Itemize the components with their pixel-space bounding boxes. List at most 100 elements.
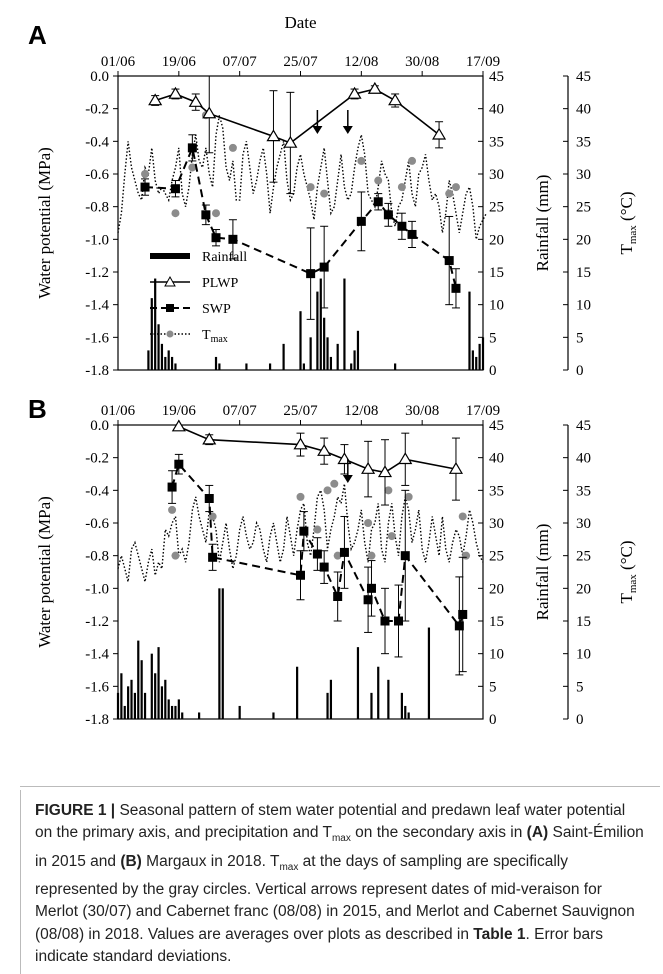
y-tick-label: -1.8 bbox=[85, 712, 109, 728]
rainfall-bar bbox=[140, 660, 143, 719]
rainfall-bar bbox=[177, 699, 180, 719]
swp-point bbox=[444, 256, 454, 266]
y3-tick-label: 40 bbox=[576, 451, 591, 467]
y-tick-label: -1.0 bbox=[85, 581, 109, 597]
rainfall-bar bbox=[326, 337, 329, 370]
legend-rainfall-label: Rainfall bbox=[202, 250, 247, 265]
swp-point bbox=[383, 210, 393, 220]
panel-letter: B bbox=[28, 394, 47, 424]
y-tick-label: -0.6 bbox=[85, 167, 109, 183]
swp-point bbox=[400, 551, 410, 561]
rainfall-bar bbox=[468, 291, 471, 370]
y2-tick-label: 0 bbox=[489, 363, 497, 379]
rainfall-bar bbox=[147, 350, 150, 370]
tmax-axis-label: Tmax (°C) bbox=[617, 540, 639, 603]
plwp-point bbox=[266, 129, 281, 142]
plwp-point bbox=[202, 106, 217, 119]
rainfall-bar bbox=[130, 679, 133, 719]
plwp-point bbox=[188, 94, 203, 107]
legend-rainfall-swatch bbox=[150, 253, 190, 259]
legend-swp-label: SWP bbox=[202, 302, 231, 317]
y-tick-label: -1.4 bbox=[85, 298, 109, 314]
rainfall-bar bbox=[160, 343, 164, 370]
caption-segment: (A) bbox=[526, 824, 549, 842]
plwp-line bbox=[154, 88, 440, 144]
x-tick-label: 12/08 bbox=[344, 54, 378, 70]
rainfall-bar bbox=[404, 705, 407, 719]
legend-plwp-marker bbox=[164, 275, 176, 287]
swp-point bbox=[363, 595, 373, 605]
rainfall-bar bbox=[268, 363, 272, 370]
caption-separator bbox=[20, 786, 660, 787]
y2-tick-label: 30 bbox=[489, 167, 504, 183]
plwp-point bbox=[202, 432, 217, 445]
rainfall-bar bbox=[316, 291, 319, 370]
rainfall-bar bbox=[387, 679, 390, 719]
y2-tick-label: 5 bbox=[489, 679, 497, 695]
tmax-point bbox=[296, 492, 305, 501]
y3-tick-label: 20 bbox=[576, 232, 591, 248]
legend-tmax-marker bbox=[166, 330, 174, 338]
swp-point bbox=[458, 609, 468, 619]
swp-point bbox=[211, 233, 221, 243]
tmax-axis-label-unit: (°C) bbox=[617, 540, 636, 574]
swp-point bbox=[170, 184, 180, 194]
y3-tick-label: 45 bbox=[576, 69, 591, 85]
rainfall-bar bbox=[174, 363, 177, 370]
legend-tmax-sub: max bbox=[211, 334, 228, 345]
y-tick-label: -0.6 bbox=[85, 516, 109, 532]
rainfall-bar bbox=[218, 588, 221, 719]
rainfall-bar bbox=[198, 712, 201, 719]
y2-tick-label: 45 bbox=[489, 418, 504, 434]
y2-tick-label: 15 bbox=[489, 265, 504, 281]
y2-tick-label: 40 bbox=[489, 102, 504, 118]
tmax-axis-label-T: T bbox=[617, 244, 636, 255]
y-tick-label: -0.2 bbox=[85, 102, 109, 118]
y3-tick-label: 35 bbox=[576, 483, 591, 499]
panel-letter: A bbox=[28, 20, 47, 50]
y2-tick-label: 20 bbox=[489, 232, 504, 248]
y-tick-label: 0.0 bbox=[90, 69, 109, 85]
rainfall-bar bbox=[377, 666, 380, 719]
y2-tick-label: 15 bbox=[489, 614, 504, 630]
tmax-point bbox=[387, 532, 396, 541]
caption-body: Seasonal pattern of stem water potential… bbox=[35, 802, 644, 965]
caption-segment: Margaux in 2018. T bbox=[141, 852, 280, 870]
y3-tick-label: 10 bbox=[576, 647, 591, 663]
x-tick-label: 25/07 bbox=[283, 403, 318, 419]
x-tick-label: 01/06 bbox=[101, 403, 136, 419]
rainfall-bar bbox=[323, 317, 326, 370]
figure-caption: FIGURE 1 | Seasonal pattern of stem wate… bbox=[20, 790, 650, 974]
y-axis-label: Water potential (MPa) bbox=[35, 496, 54, 648]
rainfall-bar bbox=[167, 699, 170, 719]
tmax-point bbox=[451, 183, 460, 192]
x-tick-label: 07/07 bbox=[223, 54, 258, 70]
x-tick-label: 30/08 bbox=[405, 403, 439, 419]
plwp-point bbox=[168, 86, 183, 99]
y-tick-label: -1.0 bbox=[85, 232, 109, 248]
veraison-arrow-head bbox=[312, 126, 323, 134]
y-tick-label: 0.0 bbox=[90, 418, 109, 434]
tmax-point bbox=[171, 551, 180, 560]
rainfall-bar bbox=[167, 350, 170, 370]
tmax-point bbox=[384, 486, 393, 495]
swp-point bbox=[407, 229, 417, 239]
x-tick-label: 19/06 bbox=[162, 403, 197, 419]
plwp-point bbox=[361, 461, 376, 474]
swp-point bbox=[306, 269, 316, 279]
tmax-point bbox=[397, 183, 406, 192]
y2-tick-label: 10 bbox=[489, 647, 504, 663]
y2-tick-label: 25 bbox=[489, 549, 504, 565]
y-tick-label: -0.8 bbox=[85, 200, 109, 216]
y-tick-label: -0.2 bbox=[85, 451, 109, 467]
x-tick-label: 17/09 bbox=[466, 54, 500, 70]
rainfall-bar bbox=[326, 692, 329, 719]
swp-point bbox=[373, 197, 383, 207]
tmax-point bbox=[404, 492, 413, 501]
caption-label: FIGURE 1 | bbox=[35, 802, 116, 819]
y3-tick-label: 0 bbox=[576, 363, 584, 379]
tmax-point bbox=[445, 189, 454, 198]
swp-point bbox=[228, 234, 238, 244]
y3-tick-label: 5 bbox=[576, 330, 584, 346]
plwp-point bbox=[398, 452, 413, 465]
